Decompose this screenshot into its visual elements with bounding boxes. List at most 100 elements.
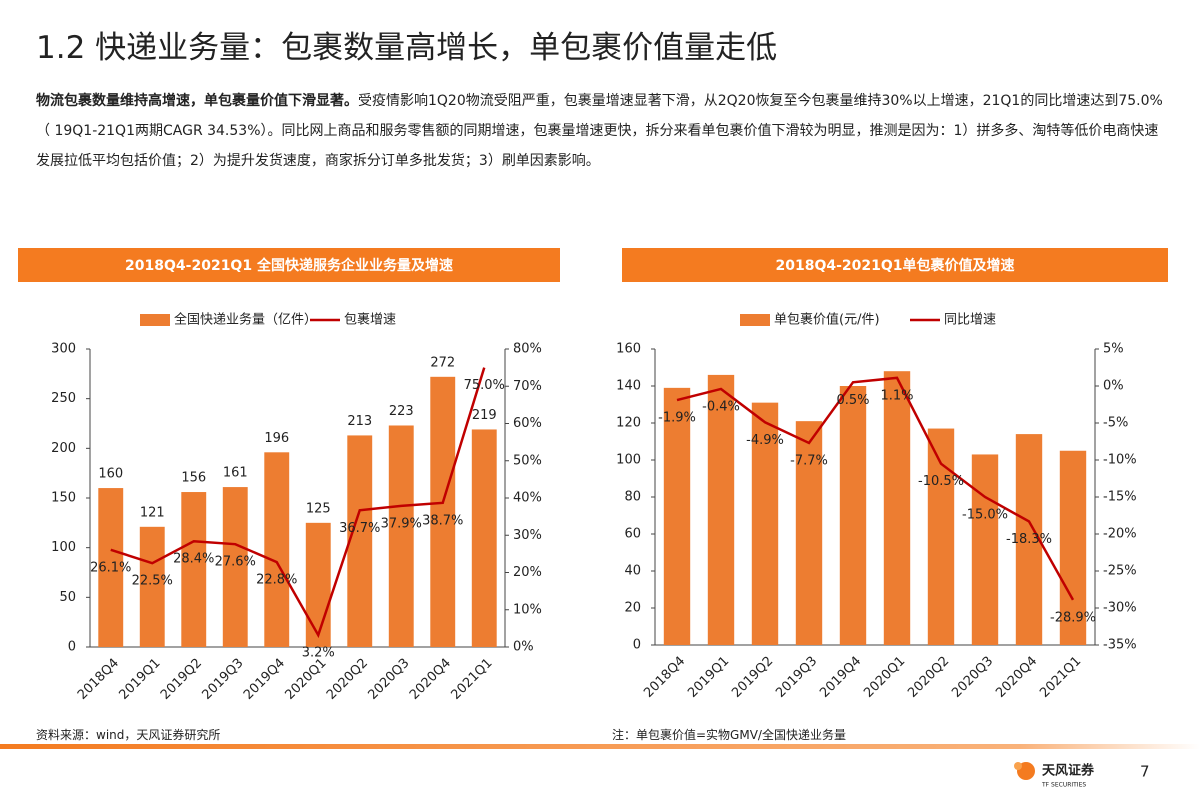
y-tick-label: 40 <box>624 564 641 579</box>
x-tick-label: 2020Q2 <box>905 654 952 701</box>
chart-title: 2018Q4-2021Q1单包裹价值及增速 <box>775 257 1014 274</box>
y-tick-label: 0 <box>68 640 76 655</box>
line-label: -1.9% <box>658 411 696 426</box>
bar <box>751 402 779 645</box>
y-tick-label: 120 <box>616 416 641 431</box>
bar <box>1059 450 1087 645</box>
x-tick-label: 2019Q1 <box>685 654 732 701</box>
x-tick-label: 2019Q2 <box>729 654 776 701</box>
line-label: 37.9% <box>381 516 422 531</box>
x-tick-label: 2019Q4 <box>817 654 864 701</box>
logo-subtext: TF SECURITIES <box>1041 782 1086 789</box>
x-tick-label: 2021Q1 <box>1037 654 1084 701</box>
y2-tick-label: -30% <box>1103 601 1137 616</box>
bar-label: 196 <box>264 431 289 446</box>
bar <box>305 522 331 647</box>
bar-label: 125 <box>306 501 331 516</box>
x-tick-label: 2020Q3 <box>949 654 996 701</box>
y-tick-label: 80 <box>624 490 641 505</box>
bar-label: 160 <box>98 467 123 482</box>
line-label: 75.0% <box>464 378 505 393</box>
bar <box>139 526 165 647</box>
y2-tick-label: 60% <box>513 416 542 431</box>
line <box>676 376 1075 601</box>
x-tick-label: 2019Q2 <box>158 656 205 703</box>
legend-label: 全国快递业务量（亿件） <box>174 312 317 328</box>
page-title: 1.2 快递业务量：包裹数量高增长，单包裹价值量走低 <box>36 30 778 66</box>
x-tick-label: 2020Q1 <box>861 654 908 701</box>
bar <box>663 387 691 645</box>
source-note: 资料来源：wind，天风证券研究所 <box>36 728 221 742</box>
bar <box>222 487 248 647</box>
line <box>110 367 486 639</box>
logo-text: 天风证券 <box>1042 763 1095 779</box>
line-label: -10.5% <box>918 474 964 489</box>
chart-header <box>18 248 560 282</box>
y-tick-label: 300 <box>51 342 76 357</box>
y2-tick-label: -15% <box>1103 490 1137 505</box>
x-tick-label: 2021Q1 <box>448 656 495 703</box>
y-tick-label: 50 <box>59 590 76 605</box>
chart-header <box>622 248 1168 282</box>
y-tick-label: 200 <box>51 441 76 456</box>
bar-label: 121 <box>140 505 165 520</box>
y-tick-label: 140 <box>616 379 641 394</box>
y2-tick-label: -20% <box>1103 527 1137 542</box>
bar <box>264 452 290 647</box>
line-label: 26.1% <box>90 560 131 575</box>
x-tick-label: 2018Q4 <box>75 656 122 703</box>
x-tick-label: 2018Q4 <box>641 654 688 701</box>
y2-tick-label: 40% <box>513 491 542 506</box>
line-label: 38.7% <box>422 513 463 528</box>
y-tick-label: 250 <box>51 391 76 406</box>
legend-label: 包裹增速 <box>344 313 396 328</box>
bar <box>388 425 414 647</box>
footer-band <box>0 744 1200 749</box>
x-tick-label: 2019Q3 <box>773 654 820 701</box>
y2-tick-label: 0% <box>1103 379 1124 394</box>
y2-tick-label: 20% <box>513 565 542 580</box>
y-tick-label: 100 <box>51 540 76 555</box>
line-label: -28.9% <box>1050 610 1096 625</box>
y2-tick-label: 10% <box>513 602 542 617</box>
y2-tick-label: 70% <box>513 379 542 394</box>
paragraph-lead: 物流包裹数量维持高增速，单包裹量价值下滑显著。 <box>36 93 358 109</box>
x-tick-label: 2020Q4 <box>407 656 454 703</box>
x-tick-label: 2020Q4 <box>993 654 1040 701</box>
x-tick-label: 2019Q1 <box>116 656 163 703</box>
bar <box>430 376 456 647</box>
y-tick-label: 60 <box>624 527 641 542</box>
line-label: 3.2% <box>302 646 335 661</box>
y2-tick-label: -5% <box>1103 416 1128 431</box>
legend-label: 同比增速 <box>944 313 996 328</box>
line-label: 27.6% <box>215 555 256 570</box>
line-label: 36.7% <box>339 521 380 536</box>
y2-tick-label: 0% <box>513 640 534 655</box>
bar-label: 213 <box>347 414 372 429</box>
bar <box>795 421 823 645</box>
bar <box>98 488 124 647</box>
bar <box>971 454 999 645</box>
line-label: -4.9% <box>746 433 784 448</box>
legend-label: 单包裹价值(元/件) <box>774 312 880 328</box>
bar-label: 223 <box>389 404 414 419</box>
y-tick-label: 20 <box>624 601 641 616</box>
bar <box>707 374 735 645</box>
bar-label: 219 <box>472 408 497 423</box>
bar <box>181 492 207 647</box>
line-label: -7.7% <box>790 453 828 468</box>
line-label: 1.1% <box>880 388 913 403</box>
line-label: 22.5% <box>132 574 173 589</box>
line-label: 22.8% <box>256 573 297 588</box>
logo <box>1014 762 1035 780</box>
chart-title: 2018Q4-2021Q1 全国快递服务企业业务量及增速 <box>125 257 453 274</box>
x-tick-label: 2019Q3 <box>199 656 246 703</box>
bar <box>347 435 373 647</box>
y-tick-label: 100 <box>616 453 641 468</box>
x-tick-label: 2020Q1 <box>282 656 329 703</box>
x-tick-label: 2020Q3 <box>365 656 412 703</box>
y-tick-label: 160 <box>616 342 641 357</box>
y2-tick-label: 5% <box>1103 342 1124 357</box>
y2-tick-label: -35% <box>1103 638 1137 653</box>
